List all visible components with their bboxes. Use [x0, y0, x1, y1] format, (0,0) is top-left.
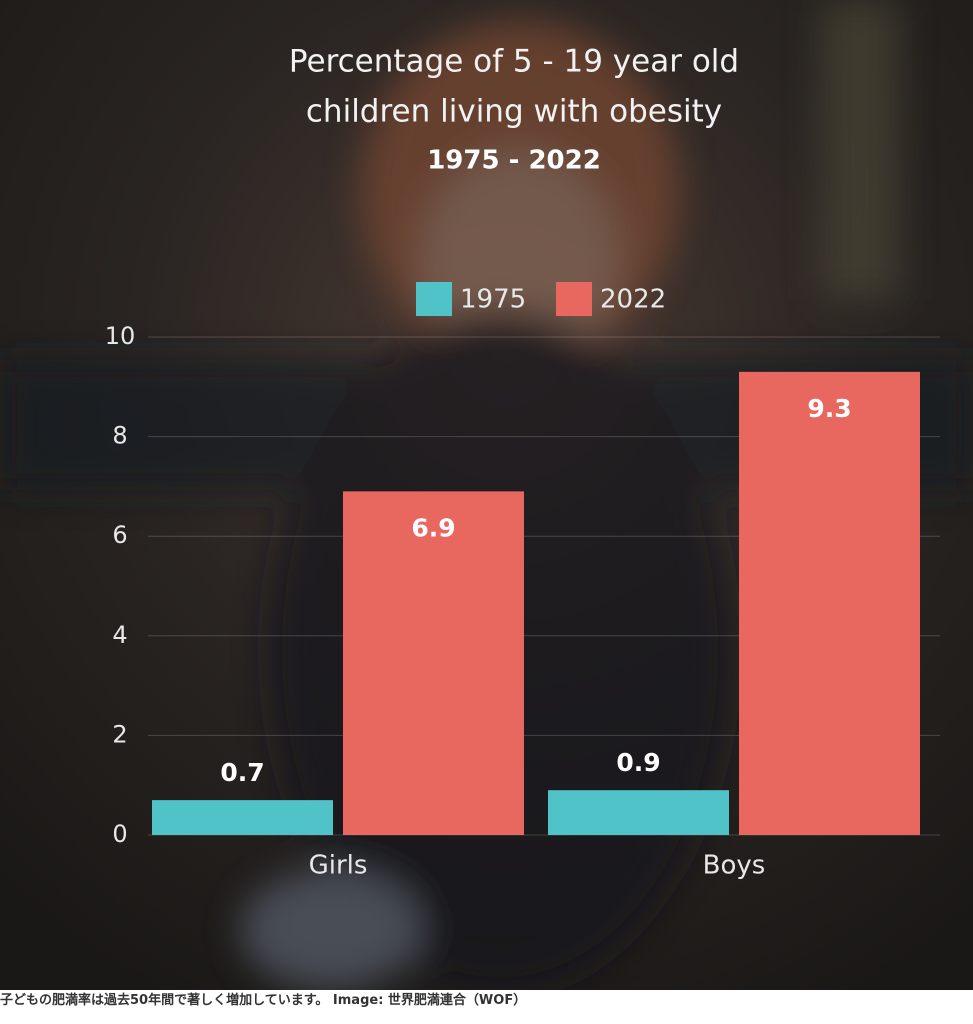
legend-swatch	[416, 282, 452, 316]
chart-subtitle: 1975 - 2022	[427, 146, 601, 176]
bar	[152, 800, 333, 835]
bar	[343, 491, 524, 835]
legend-label: 1975	[460, 285, 526, 315]
y-tick-label: 10	[105, 322, 136, 350]
y-tick-label: 0	[112, 820, 127, 848]
chart-title: Percentage of 5 - 19 year old	[289, 44, 739, 80]
legend-swatch	[556, 282, 592, 316]
bar	[739, 371, 920, 835]
caption: 子どもの肥満率は過去50年間で著しく増加しています。 Image: 世界肥満連合…	[0, 993, 527, 1008]
y-tick-label: 8	[112, 422, 127, 450]
legend-label: 2022	[600, 285, 666, 315]
x-tick-label: Boys	[703, 851, 766, 881]
value-label: 9.3	[807, 394, 851, 423]
y-tick-label: 6	[112, 521, 127, 549]
x-tick-label: Girls	[309, 851, 368, 881]
value-label: 0.7	[220, 758, 264, 787]
value-label: 6.9	[411, 513, 455, 542]
value-label: 0.9	[616, 748, 660, 777]
chart: Percentage of 5 - 19 year old children l…	[0, 0, 973, 990]
photo-shapes	[0, 0, 973, 990]
chart-title: children living with obesity	[306, 94, 722, 130]
y-tick-label: 2	[112, 720, 127, 748]
y-tick-label: 4	[112, 621, 127, 649]
bar	[548, 790, 729, 835]
